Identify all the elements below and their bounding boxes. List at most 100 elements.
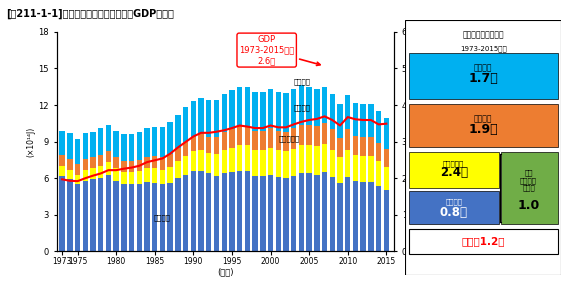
Bar: [198, 134, 204, 150]
Text: 産業部門: 産業部門: [154, 214, 171, 221]
Bar: [137, 132, 142, 160]
Bar: [260, 131, 265, 150]
Bar: [214, 154, 219, 176]
Bar: [98, 155, 103, 166]
Bar: [198, 98, 204, 134]
FancyBboxPatch shape: [405, 20, 561, 275]
Bar: [222, 150, 227, 173]
Bar: [83, 133, 88, 159]
Bar: [252, 131, 258, 150]
Text: 全体：1.2倍: 全体：1.2倍: [462, 236, 505, 247]
Bar: [152, 183, 158, 251]
Bar: [137, 160, 142, 171]
Bar: [206, 153, 211, 173]
Bar: [229, 148, 235, 172]
Bar: [314, 175, 320, 251]
Bar: [137, 184, 142, 251]
Bar: [67, 133, 73, 159]
Bar: [361, 137, 366, 156]
Bar: [206, 137, 211, 153]
Bar: [183, 108, 188, 142]
Bar: [105, 162, 111, 175]
Bar: [129, 161, 134, 172]
Bar: [299, 145, 304, 173]
Bar: [276, 131, 281, 150]
Bar: [222, 94, 227, 132]
Bar: [384, 118, 389, 149]
Bar: [206, 100, 211, 137]
Bar: [67, 159, 73, 170]
Bar: [98, 178, 103, 251]
Text: 家庭部門: 家庭部門: [474, 114, 493, 123]
Bar: [306, 173, 312, 251]
Bar: [329, 177, 335, 251]
Bar: [322, 87, 327, 123]
Bar: [183, 175, 188, 251]
Bar: [75, 139, 81, 164]
Bar: [167, 154, 173, 167]
Bar: [368, 137, 374, 156]
Bar: [75, 184, 81, 251]
Bar: [299, 125, 304, 145]
Bar: [322, 123, 327, 144]
Bar: [121, 134, 126, 161]
Bar: [237, 171, 242, 251]
Text: [第211-1-1]最終エネルギー消費と実質GDPの推移: [第211-1-1]最終エネルギー消費と実質GDPの推移: [6, 9, 174, 19]
Bar: [408, 53, 558, 99]
Bar: [152, 168, 158, 183]
Bar: [501, 153, 558, 224]
Bar: [361, 156, 366, 182]
Bar: [237, 87, 242, 126]
Bar: [384, 190, 389, 251]
Bar: [160, 158, 165, 170]
Bar: [322, 172, 327, 251]
Bar: [291, 176, 297, 251]
Bar: [337, 138, 342, 158]
Bar: [345, 177, 350, 251]
Bar: [98, 128, 103, 155]
Bar: [368, 104, 374, 137]
Bar: [276, 150, 281, 177]
Bar: [268, 128, 273, 148]
X-axis label: (年度): (年度): [217, 267, 234, 276]
Bar: [306, 87, 312, 125]
Bar: [191, 151, 196, 171]
Text: 業務他部門: 業務他部門: [443, 160, 464, 167]
Bar: [353, 155, 358, 181]
Bar: [206, 173, 211, 251]
Text: 2.4倍: 2.4倍: [440, 166, 468, 179]
Bar: [214, 137, 219, 154]
Bar: [83, 181, 88, 251]
Bar: [152, 156, 158, 168]
Text: GDP
1973-2015年度
2.6倍: GDP 1973-2015年度 2.6倍: [239, 35, 320, 65]
Bar: [408, 229, 558, 254]
Bar: [113, 181, 119, 251]
Bar: [376, 186, 382, 251]
Bar: [245, 171, 250, 251]
Bar: [284, 132, 289, 151]
Bar: [229, 90, 235, 129]
Bar: [83, 159, 88, 170]
Bar: [345, 129, 350, 150]
Bar: [284, 151, 289, 178]
Bar: [408, 153, 499, 188]
Bar: [222, 173, 227, 251]
Bar: [90, 132, 96, 158]
Text: 企業
・事業所
他部門: 企業 ・事業所 他部門: [520, 170, 537, 191]
Bar: [337, 183, 342, 251]
Bar: [252, 176, 258, 251]
Bar: [329, 94, 335, 129]
Bar: [98, 166, 103, 178]
Bar: [113, 158, 119, 168]
Y-axis label: (×10¹⁴J): (×10¹⁴J): [27, 127, 36, 157]
Bar: [384, 149, 389, 167]
Bar: [314, 89, 320, 126]
Bar: [129, 172, 134, 184]
Bar: [60, 176, 65, 251]
Bar: [376, 161, 382, 186]
Bar: [337, 104, 342, 138]
Text: 最終エネルギー消費: 最終エネルギー消費: [463, 30, 504, 39]
Bar: [368, 156, 374, 182]
Bar: [345, 95, 350, 129]
Bar: [345, 150, 350, 177]
